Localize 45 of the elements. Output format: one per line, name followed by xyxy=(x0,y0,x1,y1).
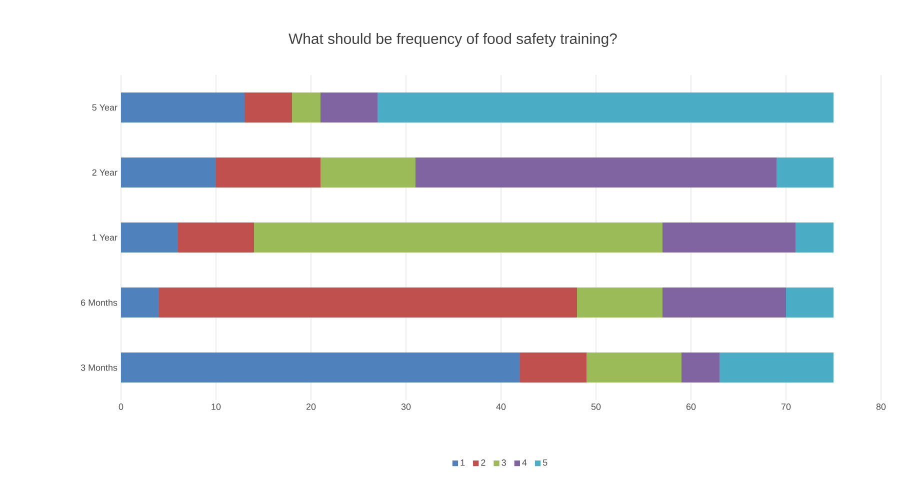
bar xyxy=(776,158,834,188)
bar xyxy=(121,92,244,122)
bar xyxy=(159,288,578,318)
bar xyxy=(216,158,320,188)
legend-label: 1 xyxy=(460,459,465,466)
bar xyxy=(320,158,416,188)
bar xyxy=(682,352,720,383)
y-tick-label: 5 Year xyxy=(92,104,118,111)
bar xyxy=(662,222,796,252)
bar xyxy=(121,288,159,318)
bar xyxy=(662,288,786,318)
bar xyxy=(254,222,663,252)
legend-label: 4 xyxy=(522,459,527,466)
x-tick-label: 50 xyxy=(591,404,601,410)
x-tick-label: 30 xyxy=(401,404,411,410)
bar xyxy=(520,352,587,383)
x-tick-label: 20 xyxy=(306,404,316,410)
bar xyxy=(121,352,520,383)
bar xyxy=(416,158,777,188)
legend-label: 2 xyxy=(481,459,486,466)
x-tick-label: 40 xyxy=(496,404,506,410)
bar xyxy=(178,222,254,252)
bar xyxy=(378,92,834,122)
x-tick-label: 80 xyxy=(876,404,886,410)
bar xyxy=(796,222,834,252)
y-tick-label: 1 Year xyxy=(92,234,118,241)
x-tick-label: 0 xyxy=(118,404,124,410)
bar xyxy=(577,288,663,318)
x-tick-label: 70 xyxy=(781,404,791,410)
bar xyxy=(244,92,292,122)
bar xyxy=(292,92,320,122)
bar xyxy=(786,288,834,318)
chart-title: What should be frequency of food safety training? xyxy=(288,33,617,47)
y-tick-label: 6 Months xyxy=(81,299,118,306)
bar xyxy=(121,158,216,188)
legend-label: 3 xyxy=(502,459,506,466)
y-tick-label: 2 Year xyxy=(92,169,118,176)
bar xyxy=(320,92,378,122)
bar xyxy=(586,352,682,383)
x-tick-label: 60 xyxy=(686,404,696,410)
bar xyxy=(720,352,834,383)
bar xyxy=(121,222,178,252)
y-tick-label: 3 Months xyxy=(80,364,118,371)
legend-label: 5 xyxy=(542,459,548,466)
x-tick-label: 10 xyxy=(212,404,221,410)
